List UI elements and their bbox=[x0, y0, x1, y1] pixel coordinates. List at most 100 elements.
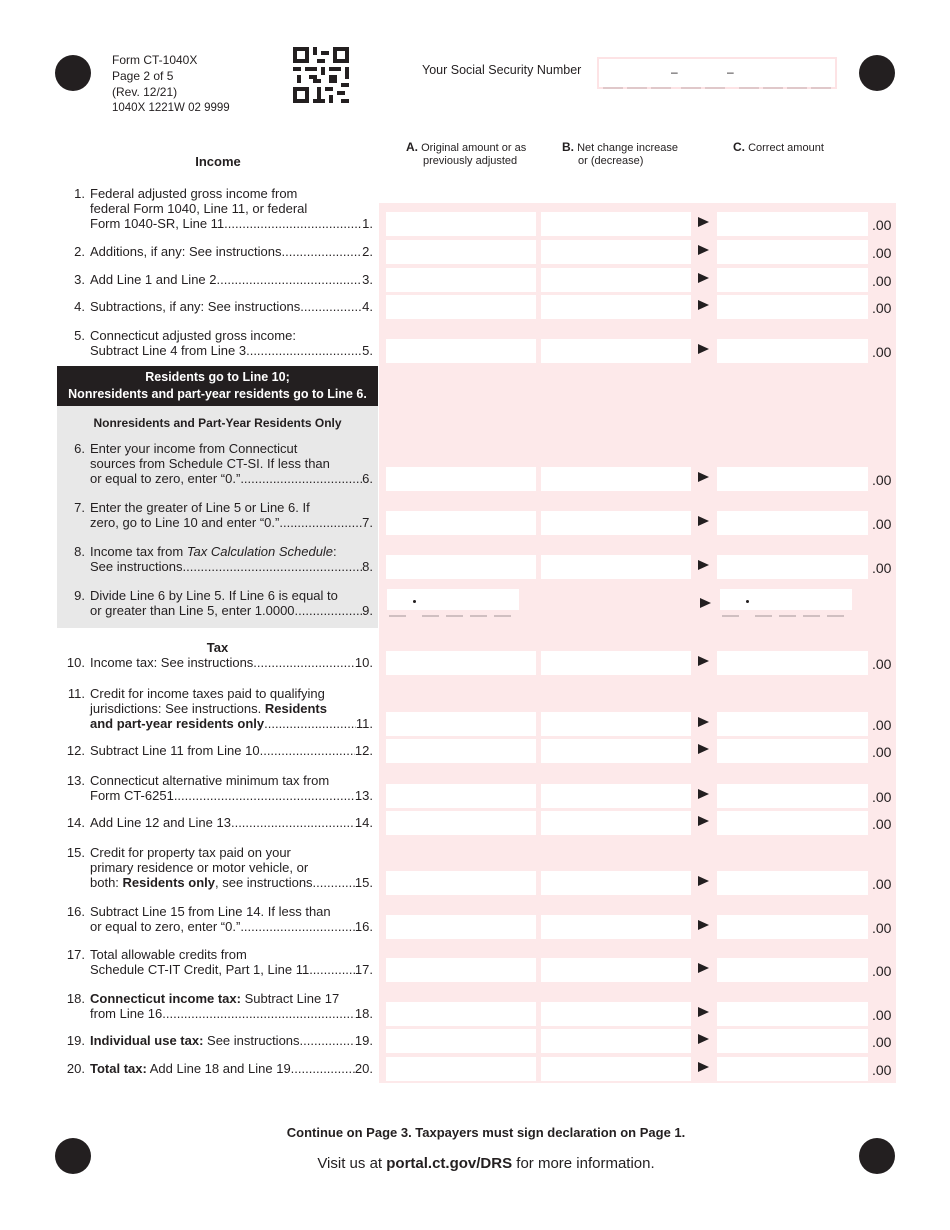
line-16-column-a-input[interactable] bbox=[386, 915, 536, 939]
line-15-column-c-input[interactable] bbox=[717, 871, 868, 895]
line-17-label: 17. Total allowable credits from Schedule … bbox=[62, 947, 373, 977]
line-2-column-b-input[interactable] bbox=[541, 240, 691, 264]
line-10-column-a-input[interactable] bbox=[386, 651, 536, 675]
line-3-column-b-input[interactable] bbox=[541, 268, 691, 292]
line-2-column-c-input[interactable] bbox=[717, 240, 868, 264]
line-1-column-c-input[interactable] bbox=[717, 212, 868, 236]
line-5-column-b-input[interactable] bbox=[541, 339, 691, 363]
line-7-column-c-input[interactable] bbox=[717, 511, 868, 535]
line-12-column-c-input[interactable] bbox=[717, 739, 868, 763]
line-13-column-b-input[interactable] bbox=[541, 784, 691, 808]
line-16-column-b-input[interactable] bbox=[541, 915, 691, 939]
line-20-label: 20. Total tax: Add Line 18 and Line 19. 20… bbox=[62, 1061, 373, 1076]
decimal-point bbox=[413, 600, 416, 603]
line-15-column-b-input[interactable] bbox=[541, 871, 691, 895]
line-2-column-a-input[interactable] bbox=[386, 240, 536, 264]
label-segment: Residents bbox=[264, 701, 327, 716]
line-18-column-a-input[interactable] bbox=[386, 1002, 536, 1026]
line-11-column-c-input[interactable] bbox=[717, 712, 868, 736]
line-5-column-c-input[interactable] bbox=[717, 339, 868, 363]
line-11-column-a-input[interactable] bbox=[386, 712, 536, 736]
line-6-column-a-input[interactable] bbox=[386, 467, 536, 491]
line-18-label: 18. Connecticut income tax: Subtract Line… bbox=[62, 991, 373, 1021]
line-number bbox=[62, 559, 90, 574]
line-10-column-c-input[interactable] bbox=[717, 651, 868, 675]
line-number: 1. bbox=[74, 186, 85, 201]
line-19-column-b-input[interactable] bbox=[541, 1029, 691, 1053]
line-16-column-c-input[interactable] bbox=[717, 915, 868, 939]
line-3-column-c-input[interactable] bbox=[717, 268, 868, 292]
line-5-column-a-input[interactable] bbox=[386, 339, 536, 363]
nonresident-heading: Nonresidents and Part-Year Residents Onl… bbox=[93, 416, 342, 430]
line-18-column-c-input[interactable] bbox=[717, 1002, 868, 1026]
cents-label: .00 bbox=[872, 816, 892, 832]
ssn-input[interactable]: – – bbox=[597, 57, 837, 89]
line-10-column-b-input[interactable] bbox=[541, 651, 691, 675]
label-line: 9. Divide Line 6 by Line 5. If Line 6 is … bbox=[62, 588, 373, 603]
cents-label: .00 bbox=[872, 1034, 892, 1050]
line-8-column-b-input[interactable] bbox=[541, 555, 691, 579]
line-4-column-c-input[interactable] bbox=[717, 295, 868, 319]
cents-label: .00 bbox=[872, 516, 892, 532]
line-4-column-b-input[interactable] bbox=[541, 295, 691, 319]
line-1-column-a-input[interactable] bbox=[386, 212, 536, 236]
line-reference: 1. bbox=[362, 216, 373, 231]
revision: (Rev. 12/21) bbox=[112, 85, 178, 99]
line-15-column-a-input[interactable] bbox=[386, 871, 536, 895]
column-c-header: C. Correct amount bbox=[733, 140, 824, 155]
cents-label: .00 bbox=[872, 789, 892, 805]
line-17-column-b-input[interactable] bbox=[541, 958, 691, 982]
line-20-column-b-input[interactable] bbox=[541, 1057, 691, 1081]
label-segment: from Line 16. bbox=[90, 1006, 166, 1021]
website-link[interactable]: portal.ct.gov/DRS bbox=[386, 1155, 513, 1172]
line-17-column-c-input[interactable] bbox=[717, 958, 868, 982]
line-17-column-a-input[interactable] bbox=[386, 958, 536, 982]
label-segment: Form 1040-SR, Line 11 bbox=[90, 216, 225, 231]
line-6-column-b-input[interactable] bbox=[541, 467, 691, 491]
dot-leader bbox=[240, 919, 355, 934]
line-8-column-c-input[interactable] bbox=[717, 555, 868, 579]
label-line: 13. Connecticut alternative minimum tax f… bbox=[62, 773, 373, 788]
arrow-icon bbox=[698, 963, 709, 973]
line-1-column-b-input[interactable] bbox=[541, 212, 691, 236]
dot-leader bbox=[174, 788, 355, 803]
cents-label: .00 bbox=[872, 920, 892, 936]
label-text: Connecticut income tax: Subtract Line 17 bbox=[90, 991, 339, 1006]
line-number bbox=[62, 216, 90, 231]
line-reference: 2. bbox=[362, 244, 373, 259]
line-13-column-c-input[interactable] bbox=[717, 784, 868, 808]
line-14-column-b-input[interactable] bbox=[541, 811, 691, 835]
line-9-column-c-input[interactable] bbox=[720, 589, 852, 610]
line-14-column-c-input[interactable] bbox=[717, 811, 868, 835]
line-7-column-b-input[interactable] bbox=[541, 511, 691, 535]
dot-leader bbox=[186, 559, 362, 574]
label-text: Subtract Line 11 from Line 10 bbox=[90, 743, 260, 758]
line-18-column-b-input[interactable] bbox=[541, 1002, 691, 1026]
line-20-column-c-input[interactable] bbox=[717, 1057, 868, 1081]
line-4-column-a-input[interactable] bbox=[386, 295, 536, 319]
label-text: Income tax from Tax Calculation Schedule… bbox=[90, 544, 337, 559]
label-line: from Line 16. 18. bbox=[62, 1006, 373, 1021]
line-13-column-a-input[interactable] bbox=[386, 784, 536, 808]
line-reference: 16. bbox=[354, 919, 373, 934]
line-9-column-a-input[interactable] bbox=[387, 589, 519, 610]
line-19-column-a-input[interactable] bbox=[386, 1029, 536, 1053]
line-11-column-b-input[interactable] bbox=[541, 712, 691, 736]
digit-underline bbox=[389, 615, 406, 617]
cents-label: .00 bbox=[872, 963, 892, 979]
line-14-column-a-input[interactable] bbox=[386, 811, 536, 835]
label-text: Enter your income from Connecticut bbox=[90, 441, 297, 456]
label-line: 19. Individual use tax: See instructions.… bbox=[62, 1033, 373, 1048]
label-line: 3. Add Line 1 and Line 2. 3. bbox=[62, 272, 373, 287]
line-12-column-a-input[interactable] bbox=[386, 739, 536, 763]
line-number: 6. bbox=[74, 441, 85, 456]
line-19-column-c-input[interactable] bbox=[717, 1029, 868, 1053]
label-segment: or equal to zero, enter “0.” bbox=[90, 471, 241, 486]
line-6-column-c-input[interactable] bbox=[717, 467, 868, 491]
line-7-column-a-input[interactable] bbox=[386, 511, 536, 535]
line-9-label: 9. Divide Line 6 by Line 5. If Line 6 is … bbox=[62, 588, 373, 618]
line-8-column-a-input[interactable] bbox=[386, 555, 536, 579]
line-20-column-a-input[interactable] bbox=[386, 1057, 536, 1081]
line-12-column-b-input[interactable] bbox=[541, 739, 691, 763]
line-3-column-a-input[interactable] bbox=[386, 268, 536, 292]
